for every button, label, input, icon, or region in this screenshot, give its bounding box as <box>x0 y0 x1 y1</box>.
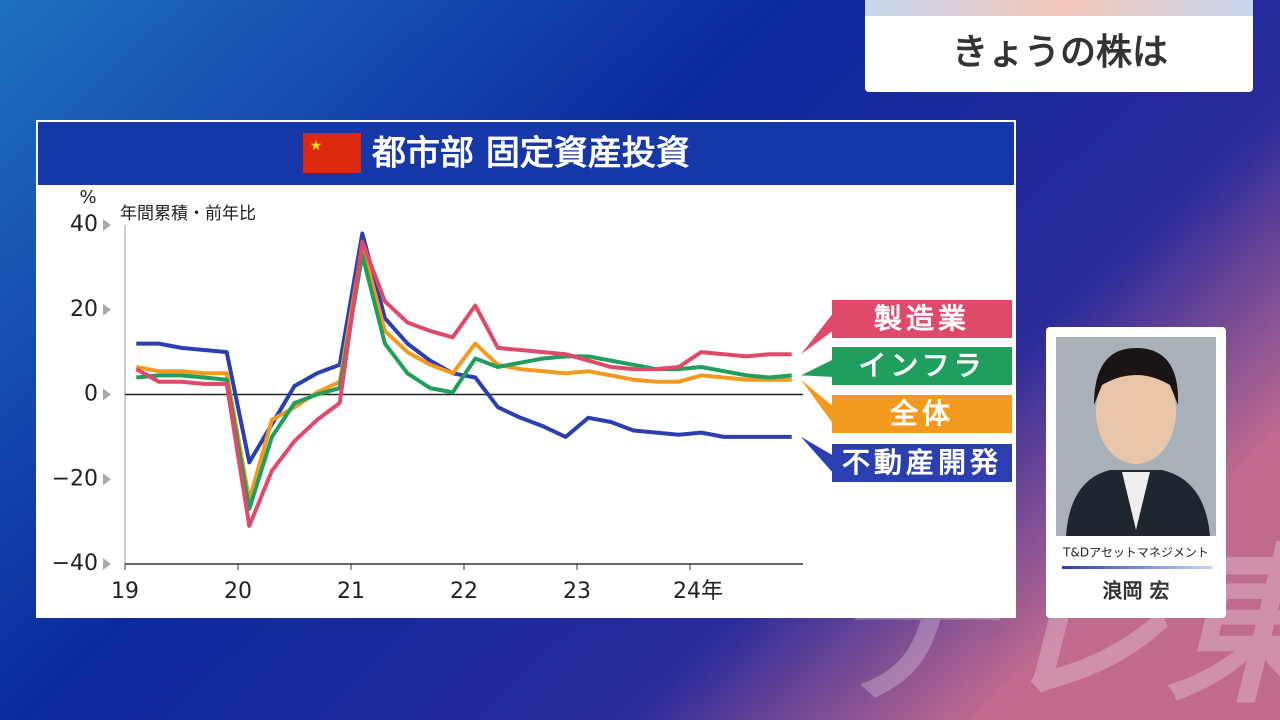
legend-pointer <box>801 312 834 355</box>
x-tick-label: 24年 <box>673 579 723 604</box>
legend-label: 製造業 <box>874 302 970 335</box>
legend-box <box>832 347 1012 385</box>
title-bar <box>38 122 1014 185</box>
y-tick-mark <box>103 473 111 486</box>
x-tick-label: 23 <box>563 579 591 604</box>
y-tick-label: 20 <box>70 297 98 322</box>
photo-hair <box>1094 348 1179 405</box>
legend-label: 不動産開発 <box>842 446 1002 479</box>
company: T&Dアセットマネジメント <box>1062 546 1209 560</box>
y-tick-label: −20 <box>52 466 98 491</box>
chart-subtitle: 年間累積・前年比 <box>120 204 256 224</box>
y-tick-label: 40 <box>70 212 98 237</box>
y-tick-mark <box>103 388 111 401</box>
y-tick-mark <box>103 219 111 231</box>
chart-title: 都市部 固定資産投資 <box>371 134 690 174</box>
x-tick-label: 19 <box>111 579 139 604</box>
flag-star: ★ <box>310 138 323 154</box>
headline-strip <box>865 0 1253 16</box>
legend-box <box>832 395 1012 433</box>
headline-box <box>865 0 1253 92</box>
legend-label: 全体 <box>889 397 954 430</box>
photo-face <box>1096 360 1176 464</box>
commentator-name: 浪岡 宏 <box>1103 579 1170 603</box>
legend-box <box>832 444 1012 482</box>
photo-shirt <box>1122 472 1150 530</box>
y-unit: % <box>79 187 96 208</box>
y-tick-mark <box>103 558 111 570</box>
series-line <box>136 252 792 511</box>
flag <box>303 133 361 173</box>
y-tick-label: −40 <box>52 551 98 576</box>
series-line <box>135 239 792 528</box>
x-tick-label: 21 <box>337 579 365 604</box>
legend-pointer <box>801 379 834 425</box>
headline: きょうの株は <box>952 32 1168 73</box>
legend-pointer <box>801 436 834 474</box>
underline <box>1062 566 1212 569</box>
x-tick-label: 20 <box>224 579 252 604</box>
legend-label: インフラ <box>858 349 985 382</box>
y-tick-mark <box>103 303 111 316</box>
y-tick-label: 0 <box>84 382 98 407</box>
legend-box <box>832 300 1012 338</box>
legend-pointer <box>801 359 834 377</box>
x-tick-label: 22 <box>450 579 478 604</box>
